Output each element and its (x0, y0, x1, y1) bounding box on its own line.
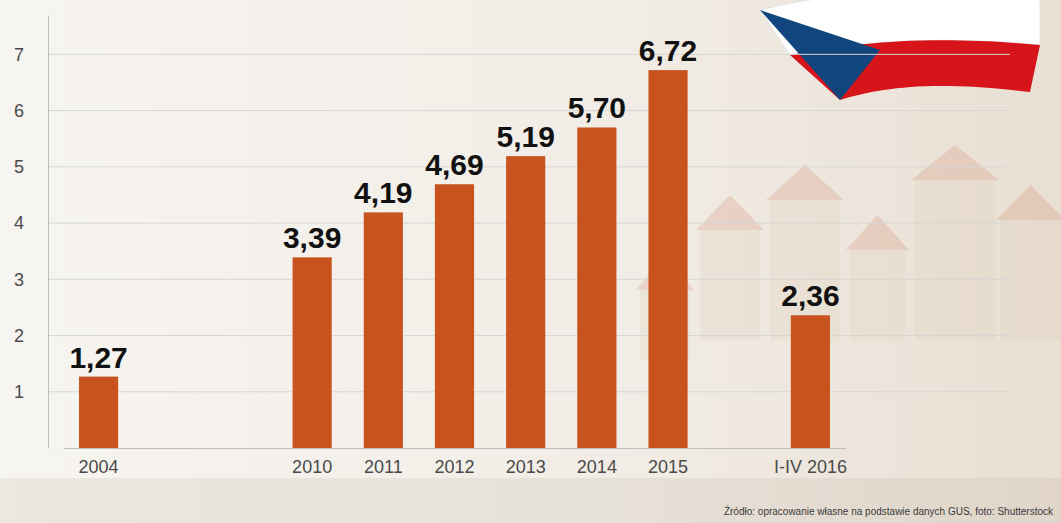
bars (79, 70, 830, 448)
x-tick: 2013 (506, 448, 546, 477)
background (0, 0, 1061, 523)
ground-strip (0, 478, 1061, 523)
chart-container: 1 2 3 4 5 6 7 2004 2010 2011 2012 2013 2014 2015 I-IV … (0, 0, 1061, 523)
x-tick: 2015 (648, 448, 688, 477)
x-tick-label: 2004 (79, 457, 119, 477)
x-axis-line (64, 448, 847, 449)
data-label: 6,72 (639, 34, 697, 67)
flag (760, 0, 1040, 100)
grid-line (48, 110, 1010, 111)
y-tick: 5 (14, 157, 48, 177)
x-tick-label: 2012 (434, 457, 474, 477)
flag-blue (760, 10, 880, 100)
bar (577, 127, 616, 448)
bar (435, 184, 474, 448)
bar (293, 257, 332, 448)
bar (79, 377, 118, 448)
y-tick-label: 3 (14, 270, 24, 290)
y-tick-label: 6 (14, 101, 24, 121)
y-axis: 1 2 3 4 5 6 7 (14, 16, 49, 449)
annotations: Źródło: opracowanie własne na podstawie … (724, 505, 1054, 517)
y-tick: 4 (14, 213, 48, 233)
x-tick: 2010 (292, 448, 332, 477)
data-label: 4,19 (354, 176, 412, 209)
roof (846, 215, 909, 250)
x-tick-label: 2011 (364, 457, 403, 477)
x-tick-label: I-IV 2016 (774, 457, 847, 477)
y-tick: 7 (14, 45, 48, 65)
y-tick: 2 (14, 326, 48, 346)
x-tick-label: 2010 (292, 457, 332, 477)
chart-svg: 1 2 3 4 5 6 7 2004 2010 2011 2012 2013 2014 2015 I-IV … (0, 0, 1061, 523)
x-tick-label: 2013 (506, 457, 546, 477)
bar (648, 70, 687, 448)
house (850, 250, 905, 340)
house (915, 180, 995, 340)
data-label: 5,19 (496, 120, 554, 153)
y-tick-label: 4 (14, 213, 24, 233)
data-label: 3,39 (283, 221, 341, 254)
bar (791, 315, 830, 448)
x-tick: 2004 (79, 448, 119, 477)
y-tick-label: 7 (14, 45, 24, 65)
x-tick-label: 2015 (648, 457, 688, 477)
roof (766, 165, 844, 200)
y-tick-label: 2 (14, 326, 24, 346)
y-tick-label: 5 (14, 157, 24, 177)
house (1000, 220, 1061, 340)
x-tick: 2014 (577, 448, 617, 477)
x-tick: 2012 (434, 448, 474, 477)
y-tick: 6 (14, 101, 48, 121)
x-axis: 2004 2010 2011 2012 2013 2014 2015 I-IV 2016 (64, 448, 847, 477)
source-note: Źródło: opracowanie własne na podstawie … (724, 505, 1054, 517)
x-tick: 2011 (364, 448, 403, 477)
y-axis-line (48, 16, 49, 449)
roof (696, 195, 764, 230)
roof (996, 185, 1061, 220)
bar (364, 212, 403, 448)
x-tick-label: 2014 (577, 457, 617, 477)
roof (911, 145, 999, 180)
grid-line (48, 54, 1010, 55)
data-label: 5,70 (568, 91, 626, 124)
y-tick: 1 (14, 382, 48, 402)
data-label: 2,36 (781, 279, 839, 312)
x-tick: I-IV 2016 (774, 448, 847, 477)
background-town (0, 145, 1061, 523)
house (700, 230, 760, 340)
y-tick: 3 (14, 270, 48, 290)
data-labels: 1,27 3,39 4,19 4,69 5,19 5,70 6,72 2,36 (69, 34, 839, 373)
data-label: 4,69 (425, 148, 483, 181)
bar (506, 156, 545, 448)
y-tick-label: 1 (14, 382, 24, 402)
data-label: 1,27 (69, 341, 127, 374)
